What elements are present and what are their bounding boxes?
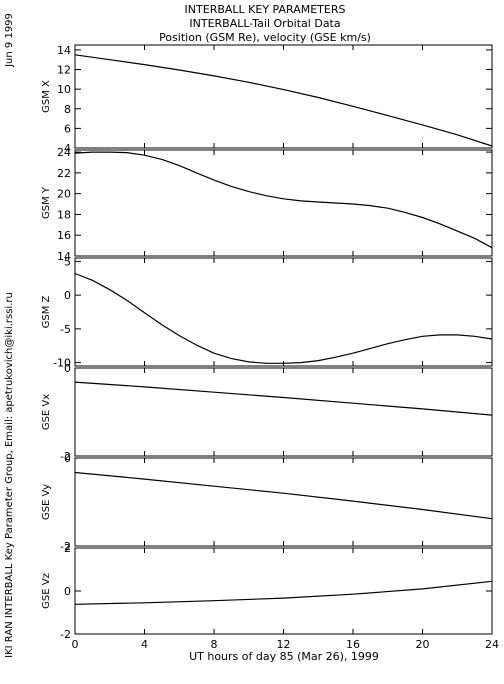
y-axis-label: GSE Vy (41, 484, 52, 520)
panel-frame (74, 367, 493, 457)
date-label: Jun 9 1999 (4, 13, 15, 68)
y-tick-label: 5 (64, 255, 71, 268)
series-line (74, 381, 493, 416)
panel-frame (74, 44, 493, 149)
y-tick-label: -2 (60, 540, 71, 553)
panel-frame (74, 547, 493, 635)
chart-title-1: INTERBALL KEY PARAMETERS (185, 3, 346, 16)
panel-frame (74, 149, 493, 257)
credit-label: IKI RAN INTERBALL Key Parameter Group, E… (4, 292, 15, 658)
y-tick-label: 16 (57, 229, 71, 242)
x-tick-label: 16 (346, 638, 360, 651)
y-axis-label: GSM Z (41, 295, 52, 328)
y-tick-label: 12 (57, 64, 71, 77)
y-axis-label: GSM Y (41, 186, 52, 219)
y-tick-label: 10 (57, 83, 71, 96)
panel-frame (74, 257, 493, 367)
y-tick-label: 24 (57, 146, 71, 159)
x-tick-label: 8 (211, 638, 218, 651)
series-line (74, 272, 493, 364)
y-tick-label: -5 (60, 323, 71, 336)
y-tick-label: 14 (57, 44, 71, 57)
x-axis-label: UT hours of day 85 (Mar 26), 1999 (189, 650, 379, 663)
panel-gsm-z: -10 -5 0 5 GSM Z (41, 255, 493, 370)
series-line (74, 471, 493, 520)
y-tick-label: 22 (57, 167, 71, 180)
x-tick-label: 0 (72, 638, 79, 651)
panel-gsm-y: 14 16 18 20 22 24 GSM Y (41, 146, 493, 263)
x-tick-label: 12 (277, 638, 291, 651)
panel-gsm-x: 4 6 8 10 12 14 GSM X (41, 44, 493, 155)
x-axis: 0 4 8 12 16 20 24 (72, 638, 500, 651)
y-tick-label: 8 (64, 103, 71, 116)
y-tick-label: -2 (60, 628, 71, 641)
x-tick-label: 20 (416, 638, 430, 651)
y-tick-label: 2 (64, 542, 71, 555)
x-tick-label: 24 (485, 638, 499, 651)
y-tick-label: 4 (64, 142, 71, 155)
y-tick-label: -10 (53, 357, 71, 370)
y-tick-label: 20 (57, 188, 71, 201)
y-tick-label: -2 (60, 450, 71, 463)
series-line (74, 580, 493, 605)
y-tick-label: 0 (64, 362, 71, 375)
y-axis-label: GSE Vx (41, 394, 52, 430)
y-tick-label: 0 (64, 289, 71, 302)
series-line (74, 54, 493, 147)
y-tick-label: 0 (64, 452, 71, 465)
y-tick-label: 18 (57, 208, 71, 221)
x-tick-label: 4 (141, 638, 148, 651)
y-tick-label: 6 (64, 122, 71, 135)
series-line (74, 151, 493, 249)
y-tick-label: 14 (57, 250, 71, 263)
panel-gse-vz: -2 0 2 GSE Vz (41, 542, 493, 641)
y-tick-label: 0 (64, 585, 71, 598)
chart-title-2: INTERBALL-Tail Orbital Data (189, 17, 340, 30)
chart-title-3: Position (GSM Re), velocity (GSE km/s) (159, 31, 371, 44)
y-axis-label: GSM X (41, 80, 52, 113)
y-axis-label: GSE Vz (41, 573, 52, 609)
title-block: INTERBALL KEY PARAMETERS INTERBALL-Tail … (159, 3, 371, 44)
panel-frame (74, 457, 493, 547)
